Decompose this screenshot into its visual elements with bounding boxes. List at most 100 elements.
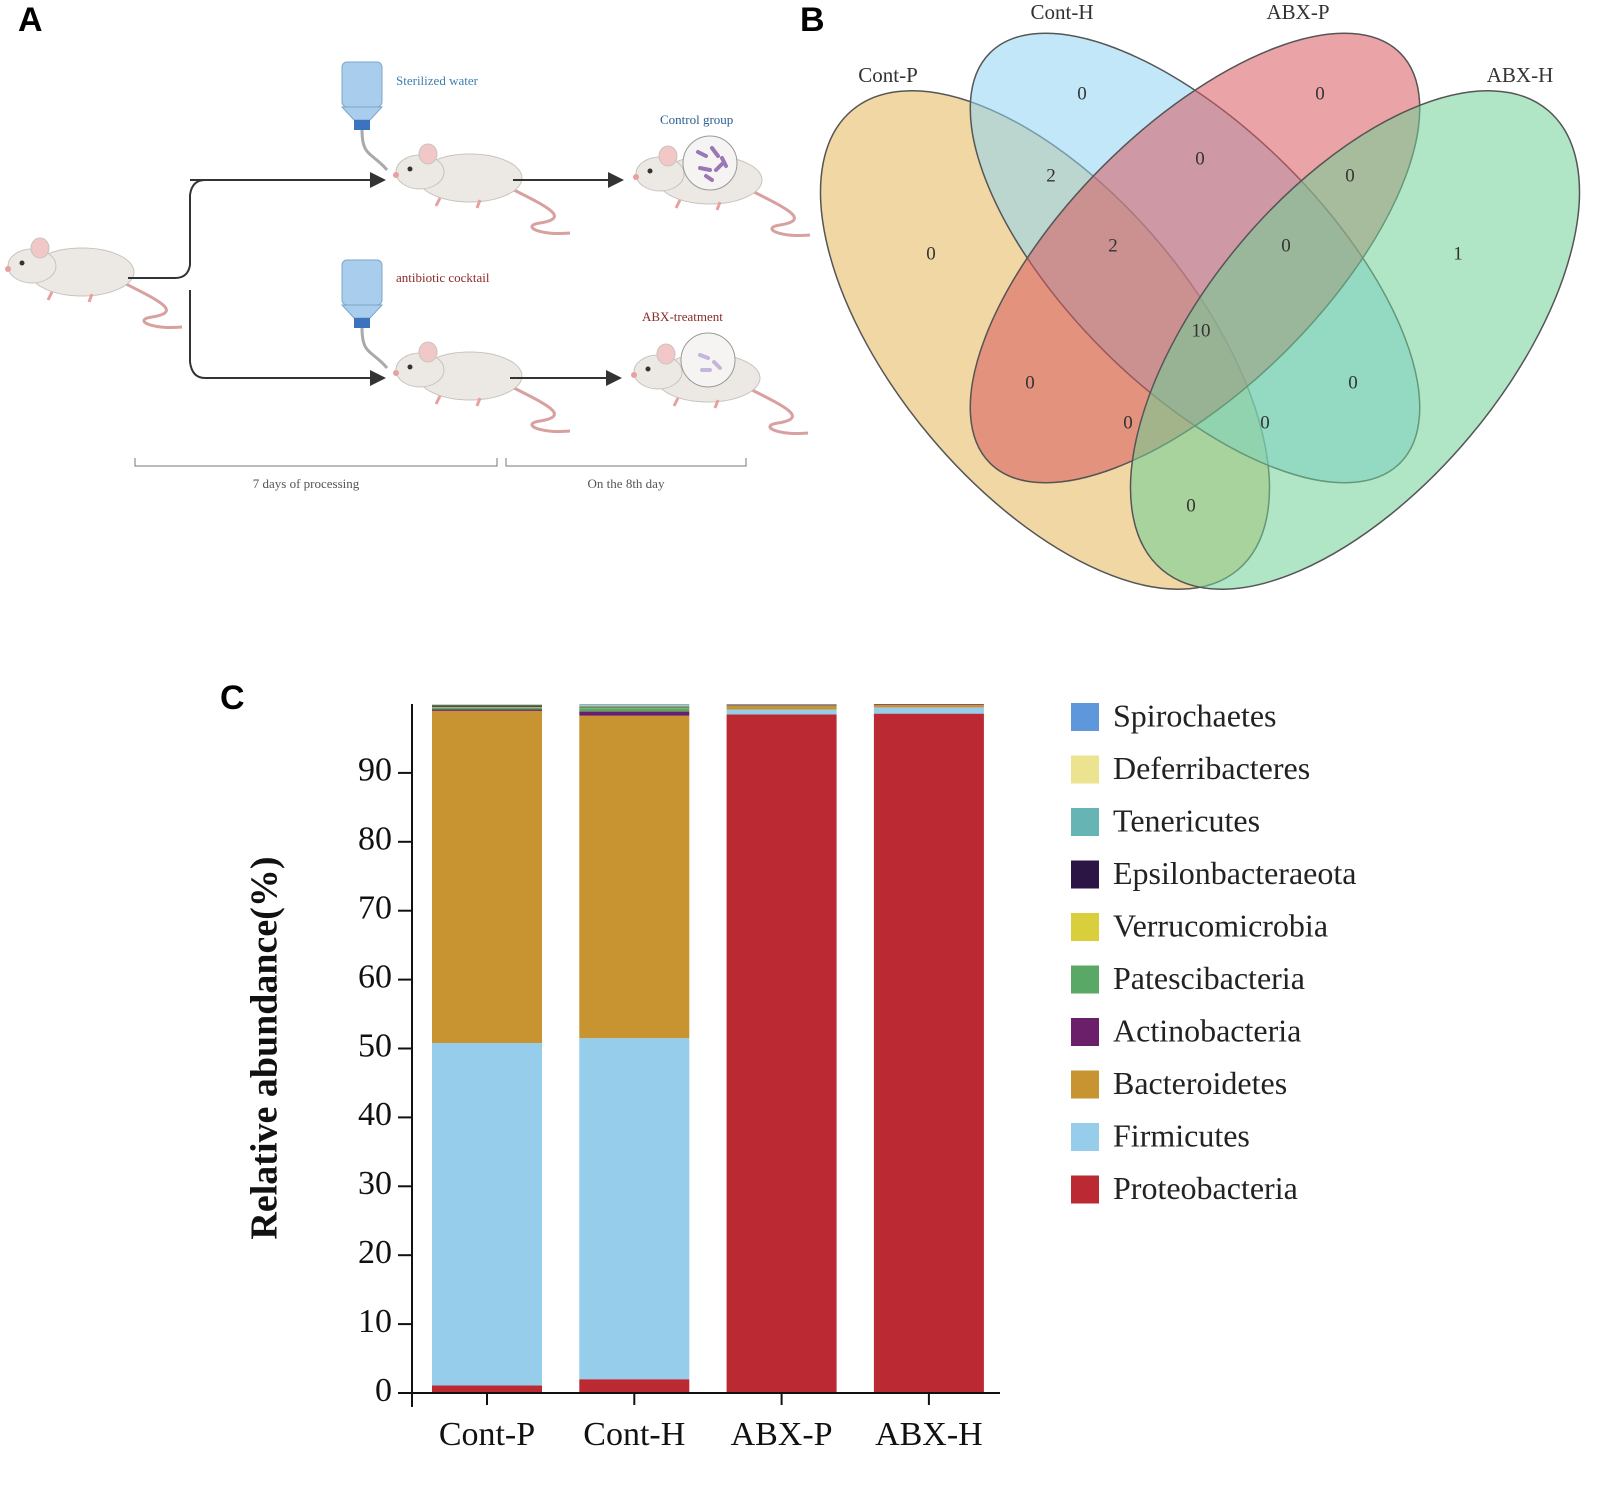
y-tick-label: 30 xyxy=(358,1165,392,1202)
legend-swatch xyxy=(1071,808,1099,836)
timeline-label: On the 8th day xyxy=(588,476,665,491)
bar-segment xyxy=(726,705,837,710)
region-count: 0 xyxy=(1195,148,1205,169)
y-tick-label: 10 xyxy=(358,1303,392,1340)
label: antibiotic cocktail xyxy=(396,270,490,285)
bar-segment xyxy=(579,708,690,712)
label: ABX-treatment xyxy=(642,309,723,324)
legend-swatch xyxy=(1071,965,1099,994)
bar-segment xyxy=(726,704,837,705)
legend-swatch xyxy=(1071,1070,1099,1099)
bar-segment xyxy=(726,704,837,706)
bar-segment xyxy=(432,706,542,708)
bar-segment xyxy=(579,704,690,705)
bar-segment xyxy=(579,711,690,716)
legend-label: Verrucomicrobia xyxy=(1113,907,1328,943)
panel-c: C Relative abundance(%) Cont-P Cont-H ABX-… xyxy=(220,679,1356,1453)
mouse-icon xyxy=(391,340,572,434)
bar-segment xyxy=(873,713,984,1393)
bar-segment xyxy=(579,707,690,709)
y-tick-label: 0 xyxy=(375,1372,392,1409)
bar-segment xyxy=(432,704,542,706)
bar-segment xyxy=(432,705,542,707)
bar-segment xyxy=(873,704,984,705)
bar-segment xyxy=(579,705,690,707)
venn-set xyxy=(1129,90,1581,590)
legend-swatch xyxy=(1071,1018,1099,1046)
region-count: 0 xyxy=(1186,495,1196,516)
bar-segment xyxy=(579,706,690,708)
legend-swatch xyxy=(1071,913,1099,941)
region-count: 0 xyxy=(1123,412,1133,433)
y-tick-label: 20 xyxy=(358,1234,392,1271)
legend-label: Tenericutes xyxy=(1113,802,1260,838)
x-tick-label: ABX-H xyxy=(875,1416,983,1453)
microbes xyxy=(698,353,722,372)
set-label: ABX-P xyxy=(1266,0,1329,24)
region-count: 0 xyxy=(1077,83,1087,104)
y-tick-label: 70 xyxy=(358,889,392,926)
legend-label: Firmicutes xyxy=(1113,1117,1250,1153)
bar-segment xyxy=(432,707,542,710)
legend-swatch xyxy=(1071,1175,1099,1204)
region-count: 0 xyxy=(1281,235,1291,256)
panel-label: A xyxy=(18,1,43,39)
microbes xyxy=(696,146,728,182)
bar-segment xyxy=(432,704,542,705)
x-tick-label: Cont-H xyxy=(583,1416,685,1453)
bar-segment xyxy=(432,710,542,1043)
timeline-label: 7 days of processing xyxy=(253,476,360,491)
legend-label: Bacteroidetes xyxy=(1113,1065,1287,1101)
bar-segment xyxy=(579,715,690,1039)
bar-segment xyxy=(579,704,690,706)
legend-label: Proteobacteria xyxy=(1113,1170,1298,1206)
region-count: 2 xyxy=(1046,165,1056,186)
x-tick-label: Cont-P xyxy=(439,1416,535,1453)
mouse-icon xyxy=(3,236,184,330)
bar-segment xyxy=(432,1042,542,1386)
bar-segment xyxy=(432,709,542,711)
bar-segment xyxy=(873,704,984,708)
legend-swatch xyxy=(1071,1123,1099,1151)
region-count: 0 xyxy=(926,243,936,264)
bar-segment xyxy=(432,1385,542,1393)
region-count: 1 xyxy=(1453,243,1463,264)
legend-swatch xyxy=(1071,860,1099,889)
legend-label: Patescibacteria xyxy=(1113,960,1305,996)
bottle-icon xyxy=(340,60,389,172)
region-count: 0 xyxy=(1315,83,1325,104)
y-tick-label: 80 xyxy=(358,821,392,858)
bar-segment xyxy=(579,1379,690,1393)
microbe-circle xyxy=(682,135,738,191)
panel-a: A Sterilized water Control group antibio… xyxy=(3,1,812,491)
legend-label: Actinobacteria xyxy=(1113,1012,1301,1048)
set-label: Cont-P xyxy=(858,63,918,87)
label: Control group xyxy=(660,112,733,127)
y-axis-label: Relative abundance(%) xyxy=(244,856,286,1239)
set-label: Cont-H xyxy=(1031,0,1094,24)
y-tick-label: 50 xyxy=(358,1027,392,1064)
region-count: 0 xyxy=(1260,412,1270,433)
legend-label: Spirochaetes xyxy=(1113,697,1277,733)
region-count: 0 xyxy=(1345,165,1355,186)
panel-b: B Cont-P Cont-H ABX-P ABX-H 0 0 0 1 2 0 … xyxy=(800,0,1581,590)
legend-swatch xyxy=(1071,755,1099,784)
bar-segment xyxy=(726,709,837,715)
y-tick-label: 60 xyxy=(358,958,392,995)
bar-segment xyxy=(873,707,984,714)
legend-label: Deferribacteres xyxy=(1113,750,1310,786)
x-tick-label: ABX-P xyxy=(731,1416,833,1453)
bar-segment xyxy=(579,1038,690,1380)
legend-label: Epsilonbacteraeota xyxy=(1113,855,1356,891)
y-tick-label: 90 xyxy=(358,752,392,789)
legend-swatch xyxy=(1071,703,1099,731)
set-label: ABX-H xyxy=(1487,63,1554,87)
region-count: 0 xyxy=(1025,372,1035,393)
label: Sterilized water xyxy=(396,73,479,88)
region-count: 10 xyxy=(1192,320,1211,341)
timeline-bracket xyxy=(134,458,747,467)
y-tick-label: 40 xyxy=(358,1096,392,1133)
bottle-icon xyxy=(340,258,389,370)
panel-label: B xyxy=(800,1,825,39)
